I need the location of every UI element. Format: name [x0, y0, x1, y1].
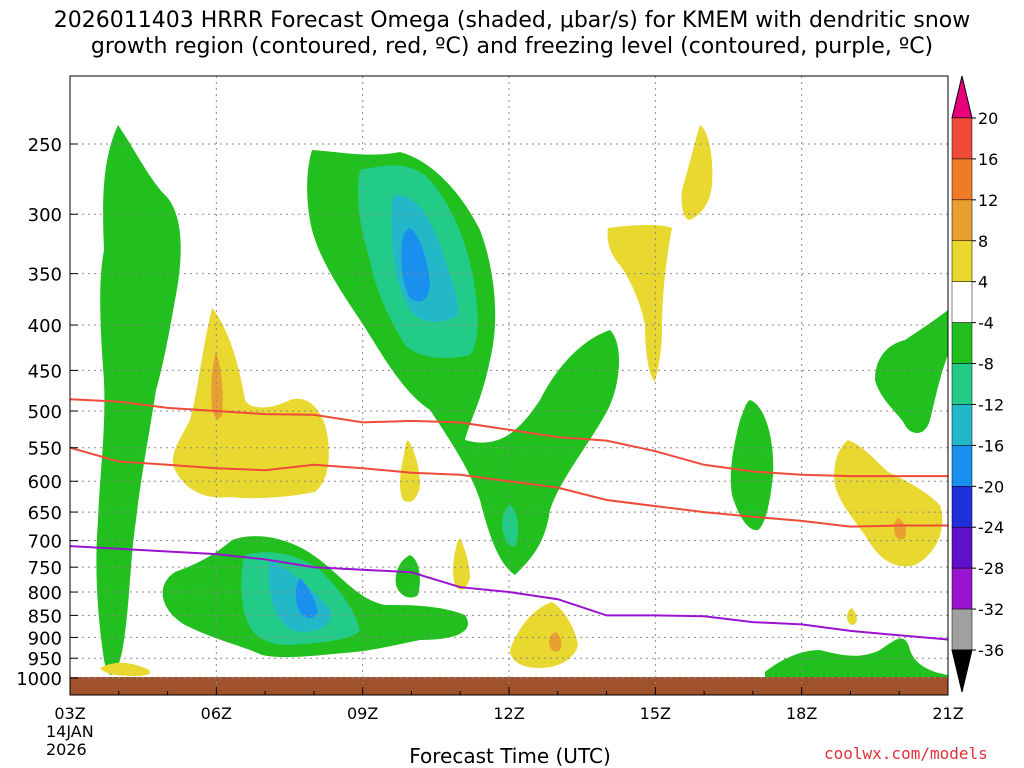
x-axis: 03Z 06Z 09Z 12Z 15Z 18Z 21Z [54, 687, 964, 723]
x-date-line-1: 14JAN [46, 722, 94, 741]
colorbar-label: -20 [978, 477, 1004, 496]
chart-title: 2026011403 HRRR Forecast Omega (shaded, … [0, 8, 1024, 60]
omega-region-blue [401, 228, 430, 302]
colorbar-segment [951, 281, 973, 323]
colorbar-segment [951, 199, 973, 242]
y-tick-label: 550 [28, 439, 62, 460]
dgz-bottom-contour [69, 446, 948, 528]
omega-region-yellow [510, 602, 578, 668]
colorbar-label: -36 [978, 641, 1004, 660]
colorbar-segment [951, 526, 973, 569]
y-tick-label: 450 [28, 361, 62, 382]
colorbar-segment [951, 486, 973, 528]
y-tick-label: 1000 [16, 669, 62, 690]
y-tick-label: 500 [28, 402, 62, 423]
omega-region-orange [894, 518, 907, 540]
x-tick-label: 09Z [347, 704, 378, 723]
colorbar-segment [951, 608, 973, 651]
omega-shading [96, 125, 948, 678]
y-tick-label: 250 [28, 135, 62, 156]
omega-region-orange [211, 352, 223, 420]
omega-region-yellow [834, 440, 943, 567]
colorbar-label: 16 [978, 150, 998, 169]
x-tick-label: 12Z [493, 704, 524, 723]
omega-region-green [875, 310, 948, 434]
colorbar-segment [951, 363, 973, 405]
y-tick-label: 400 [28, 316, 62, 337]
freezing-level-contour [69, 545, 949, 641]
omega-region-yellow [607, 224, 672, 382]
y-tick-label: 750 [28, 558, 62, 579]
colorbar-arrow-top [951, 75, 973, 119]
colorbar-legend: 20 16 12 8 4 -4 -8 -12 -16 -20 -24 -28 -32 -36 [951, 75, 1004, 693]
y-tick-label: 650 [28, 503, 62, 524]
colorbar-label: -28 [978, 559, 1004, 578]
y-tick-label: 350 [28, 265, 62, 286]
colorbar-label: 12 [978, 191, 998, 210]
dgz-top-contour [69, 398, 948, 478]
ground-surface [70, 677, 948, 695]
colorbar-label: -8 [978, 355, 994, 374]
omega-region-yellow [172, 308, 329, 499]
title-line-2: growth region (contoured, red, ºC) and f… [90, 34, 934, 59]
colorbar-label: -16 [978, 436, 1004, 455]
omega-region-blue [295, 578, 318, 618]
x-date-line-2: 2026 [46, 740, 87, 759]
omega-region-yellow [847, 608, 857, 625]
colorbar-segment [951, 445, 973, 487]
omega-region-green [730, 400, 774, 531]
omega-region-yellow [100, 662, 151, 676]
colorbar-label: -12 [978, 395, 1004, 414]
omega-region-orange [549, 632, 562, 652]
omega-region-yellow [400, 440, 420, 502]
colorbar-label: -4 [978, 314, 994, 333]
colorbar-label: -32 [978, 600, 1004, 619]
colorbar-segment [951, 404, 973, 446]
colorbar-label: -24 [978, 518, 1004, 537]
grid [70, 76, 948, 695]
y-tick-label: 800 [28, 583, 62, 604]
credit-link[interactable]: coolwx.com/models [824, 744, 988, 763]
colorbar-segment [951, 240, 973, 282]
x-tick-label: 06Z [201, 704, 232, 723]
y-tick-label: 850 [28, 606, 62, 627]
y-tick-label: 900 [28, 628, 62, 649]
y-tick-label: 700 [28, 532, 62, 553]
x-tick-label: 18Z [786, 704, 817, 723]
omega-region-green [395, 555, 420, 598]
omega-region-yellow [453, 538, 470, 590]
y-tick-label: 950 [28, 649, 62, 670]
colorbar-arrow-bottom [951, 649, 973, 693]
colorbar-label: 4 [978, 273, 988, 292]
colorbar-segment [951, 158, 973, 201]
colorbar-label: 8 [978, 232, 988, 251]
contours [69, 398, 949, 641]
omega-region-yellow [681, 125, 713, 220]
x-tick-label: 21Z [932, 704, 963, 723]
omega-region-green [96, 125, 181, 675]
y-tick-label: 600 [28, 472, 62, 493]
colorbar-segment [951, 567, 973, 610]
colorbar-segment [951, 322, 973, 364]
x-tick-label: 03Z [54, 704, 85, 723]
x-tick-label: 15Z [640, 704, 671, 723]
x-axis-label: Forecast Time (UTC) [409, 744, 611, 768]
colorbar-segment [951, 117, 973, 160]
title-line-1: 2026011403 HRRR Forecast Omega (shaded, … [53, 8, 971, 33]
colorbar-label: 20 [978, 109, 998, 128]
y-axis: 2503003504004505005506006507007508008509… [16, 135, 78, 690]
omega-region-teal [502, 505, 518, 547]
y-tick-label: 300 [28, 205, 62, 226]
